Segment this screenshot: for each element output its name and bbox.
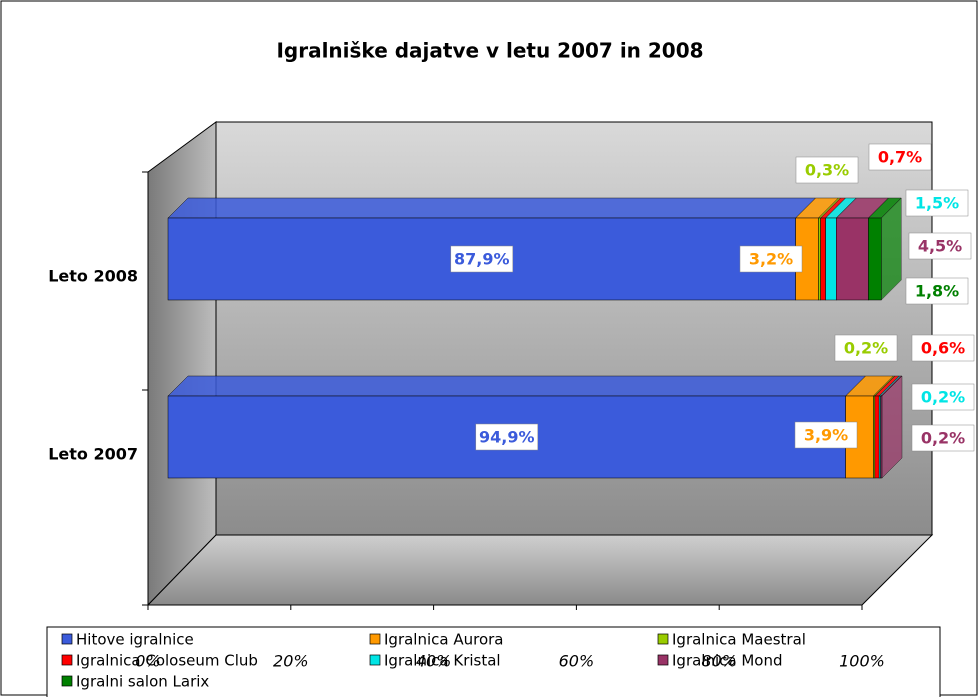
legend-swatch <box>61 633 73 645</box>
legend-swatch <box>61 675 73 687</box>
data-label-box <box>911 424 975 452</box>
bar <box>825 217 837 301</box>
legend-label: Igralnica Maestral <box>672 631 806 649</box>
data-label: 0,2% <box>844 339 888 358</box>
data-label: 4,5% <box>918 237 962 256</box>
data-label: 3,2% <box>749 250 793 269</box>
x-tick-label: 100% <box>839 652 885 671</box>
floor <box>146 534 934 606</box>
data-label-box <box>868 143 932 171</box>
legend-swatch <box>61 654 73 666</box>
legend-label: Igralnica Aurora <box>384 631 504 649</box>
x-tick-label: 80% <box>701 652 737 671</box>
y-tick-label: Leto 2007 <box>48 445 138 464</box>
bar <box>874 395 880 479</box>
legend-swatch <box>369 654 381 666</box>
data-label: 87,9% <box>454 250 510 269</box>
data-label: 0,3% <box>805 161 849 180</box>
data-label-box <box>905 277 969 305</box>
x-tick-label: 0% <box>135 652 160 671</box>
data-label-box <box>450 245 514 273</box>
chart-title: Igralniške dajatve v letu 2007 in 2008 <box>276 39 703 63</box>
bar <box>868 217 882 301</box>
legend <box>46 626 941 697</box>
data-label: 1,5% <box>915 194 959 213</box>
data-label-box <box>795 156 859 184</box>
data-label-box <box>834 334 898 362</box>
legend-swatch <box>657 654 669 666</box>
legend-swatch <box>657 633 669 645</box>
data-label-box <box>911 383 975 411</box>
bar-end <box>881 197 902 301</box>
x-tick-label: 60% <box>559 652 595 671</box>
bar <box>836 217 869 301</box>
data-label-box <box>908 232 972 260</box>
data-label-box <box>794 421 858 449</box>
data-label: 0,2% <box>921 388 965 407</box>
data-label-box <box>739 245 803 273</box>
bar-end <box>881 375 903 479</box>
y-tick-label: Leto 2008 <box>48 267 138 286</box>
legend-swatch <box>369 633 381 645</box>
data-label: 0,6% <box>921 339 965 358</box>
x-tick-label: 20% <box>273 652 309 671</box>
side-wall <box>147 121 217 607</box>
data-label: 1,8% <box>915 282 959 301</box>
bar-top <box>167 375 867 397</box>
x-tick-label: 40% <box>416 652 452 671</box>
data-label-box <box>475 423 539 451</box>
bar-top <box>167 197 817 219</box>
legend-label: Igralni salon Larix <box>76 673 209 691</box>
legend-label: Igralnica Coloseum Club <box>76 652 258 670</box>
data-label-box <box>905 189 969 217</box>
legend-label: Hitove igralnice <box>76 631 194 649</box>
data-label: 0,2% <box>921 429 965 448</box>
data-label: 94,9% <box>479 428 535 447</box>
data-label: 3,9% <box>804 426 848 445</box>
bar <box>818 217 821 301</box>
bar <box>820 217 826 301</box>
legend-label: Igralnica Mond <box>672 652 783 670</box>
data-label: 0,7% <box>878 148 922 167</box>
data-label-box <box>911 334 975 362</box>
legend-label: Igralnica Kristal <box>384 652 501 670</box>
